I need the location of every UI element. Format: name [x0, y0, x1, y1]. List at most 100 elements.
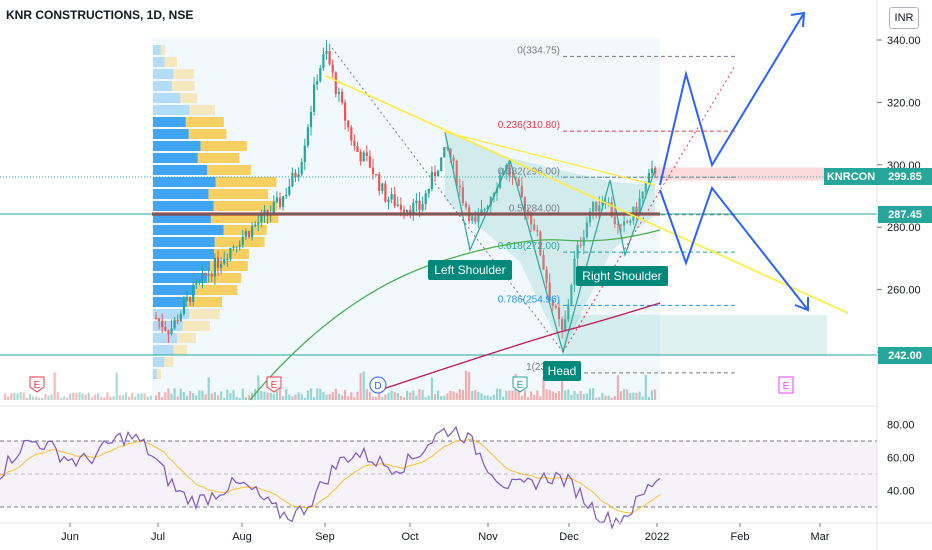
volume-profile-up [153, 285, 196, 295]
volume-bar [365, 388, 368, 400]
volume-bar [576, 393, 579, 400]
candle-body [415, 200, 418, 203]
volume-bar [84, 394, 87, 400]
volume-bar [440, 396, 443, 400]
candle-body [486, 205, 489, 210]
volume-bar [269, 392, 272, 400]
candle-body [452, 157, 455, 161]
volume-bar [613, 396, 616, 400]
volume-bar [418, 389, 421, 400]
candle-body [204, 272, 207, 276]
earnings-marker-future[interactable]: E [778, 376, 794, 394]
candle-body [638, 198, 641, 214]
volume-bar [616, 375, 619, 400]
currency-button[interactable]: INR [889, 7, 919, 29]
candle-body [182, 300, 185, 314]
candle-body [347, 120, 350, 128]
svg-text:E: E [34, 380, 41, 391]
candle-body [216, 257, 220, 268]
candle-body [260, 213, 263, 223]
price-tag-242: 242.00 [878, 347, 932, 364]
candle-body [517, 179, 520, 186]
volume-bar [564, 390, 567, 400]
volume-bar [375, 396, 378, 400]
candle-body [443, 147, 446, 158]
volume-bar [192, 393, 195, 400]
candle-body [530, 213, 533, 225]
candle-body [545, 269, 548, 283]
volume-bar [437, 390, 440, 400]
trend-line-2 [444, 131, 656, 186]
volume-bar [146, 396, 149, 400]
volume-profile-up [153, 129, 189, 139]
time-tick-label: Feb [731, 531, 750, 543]
candle-body [592, 201, 595, 212]
volume-profile-down [213, 201, 278, 211]
price-tag-value: 299.85 [888, 171, 922, 183]
rsi-axis[interactable]: 80.00 60.00 40.00 [887, 420, 915, 498]
candle-body [458, 185, 461, 188]
candle-body [334, 72, 337, 94]
volume-profile-down [200, 141, 247, 151]
candle-body [353, 140, 356, 146]
volume-bar [523, 389, 526, 400]
volume-bar [100, 397, 103, 400]
candle-body [629, 220, 632, 223]
volume-profile-down [223, 225, 267, 235]
candle-body [409, 209, 412, 215]
candle-body [210, 274, 213, 277]
volume-profile-up [153, 141, 201, 151]
candle-body [489, 196, 492, 206]
candle-body [399, 204, 402, 210]
volume-bar [275, 391, 278, 400]
candle-body [229, 248, 232, 259]
volume-profile [153, 45, 279, 379]
candle-body [393, 194, 396, 206]
candle-body [371, 167, 375, 175]
volume-bar [554, 392, 557, 400]
projection-path-up [659, 12, 805, 186]
volume-profile-up [153, 333, 178, 343]
event-markers[interactable]: E E D E E [29, 376, 794, 394]
volume-bar [520, 395, 523, 400]
dividend-marker[interactable]: D [369, 376, 387, 394]
candle-body [325, 51, 328, 55]
candle-body [309, 111, 313, 128]
volume-bar [300, 394, 303, 400]
volume-bar [452, 391, 455, 400]
candle-body [427, 188, 430, 194]
candle-body [502, 172, 505, 175]
earnings-marker[interactable]: E [512, 376, 528, 393]
support-zone [563, 315, 827, 355]
projection-arrow-up [790, 11, 806, 28]
volume-bar [409, 392, 412, 400]
time-axis[interactable]: Jun Jul Aug Sep Oct Nov Dec 2022 Feb Mar [61, 523, 830, 543]
volume-bar [344, 389, 347, 400]
volume-bar [226, 389, 229, 400]
rsi-tick-label: 60.00 [887, 453, 915, 465]
candle-body [297, 174, 300, 178]
candle-body [440, 157, 443, 171]
time-tick-label: Aug [232, 531, 252, 543]
candle-body [520, 185, 523, 198]
candle-body [471, 216, 474, 221]
candle-body [356, 145, 359, 153]
volume-profile-up [153, 273, 208, 283]
earnings-marker[interactable]: E [266, 376, 282, 393]
candle-body [272, 202, 275, 213]
volume-bar [78, 392, 81, 400]
volume-bar [483, 395, 486, 400]
volume-bar [109, 396, 112, 400]
svg-text:E: E [271, 380, 278, 391]
candle-body [430, 172, 433, 189]
volume-profile-up [153, 345, 174, 355]
time-tick-label: Nov [478, 531, 498, 543]
candle-body [247, 231, 251, 238]
volume-profile-down [189, 105, 215, 115]
right-shoulder-label: Right Shoulder [576, 266, 668, 286]
earnings-marker[interactable]: E [29, 376, 45, 393]
volume-bar [244, 397, 247, 400]
volume-bar [47, 395, 50, 400]
